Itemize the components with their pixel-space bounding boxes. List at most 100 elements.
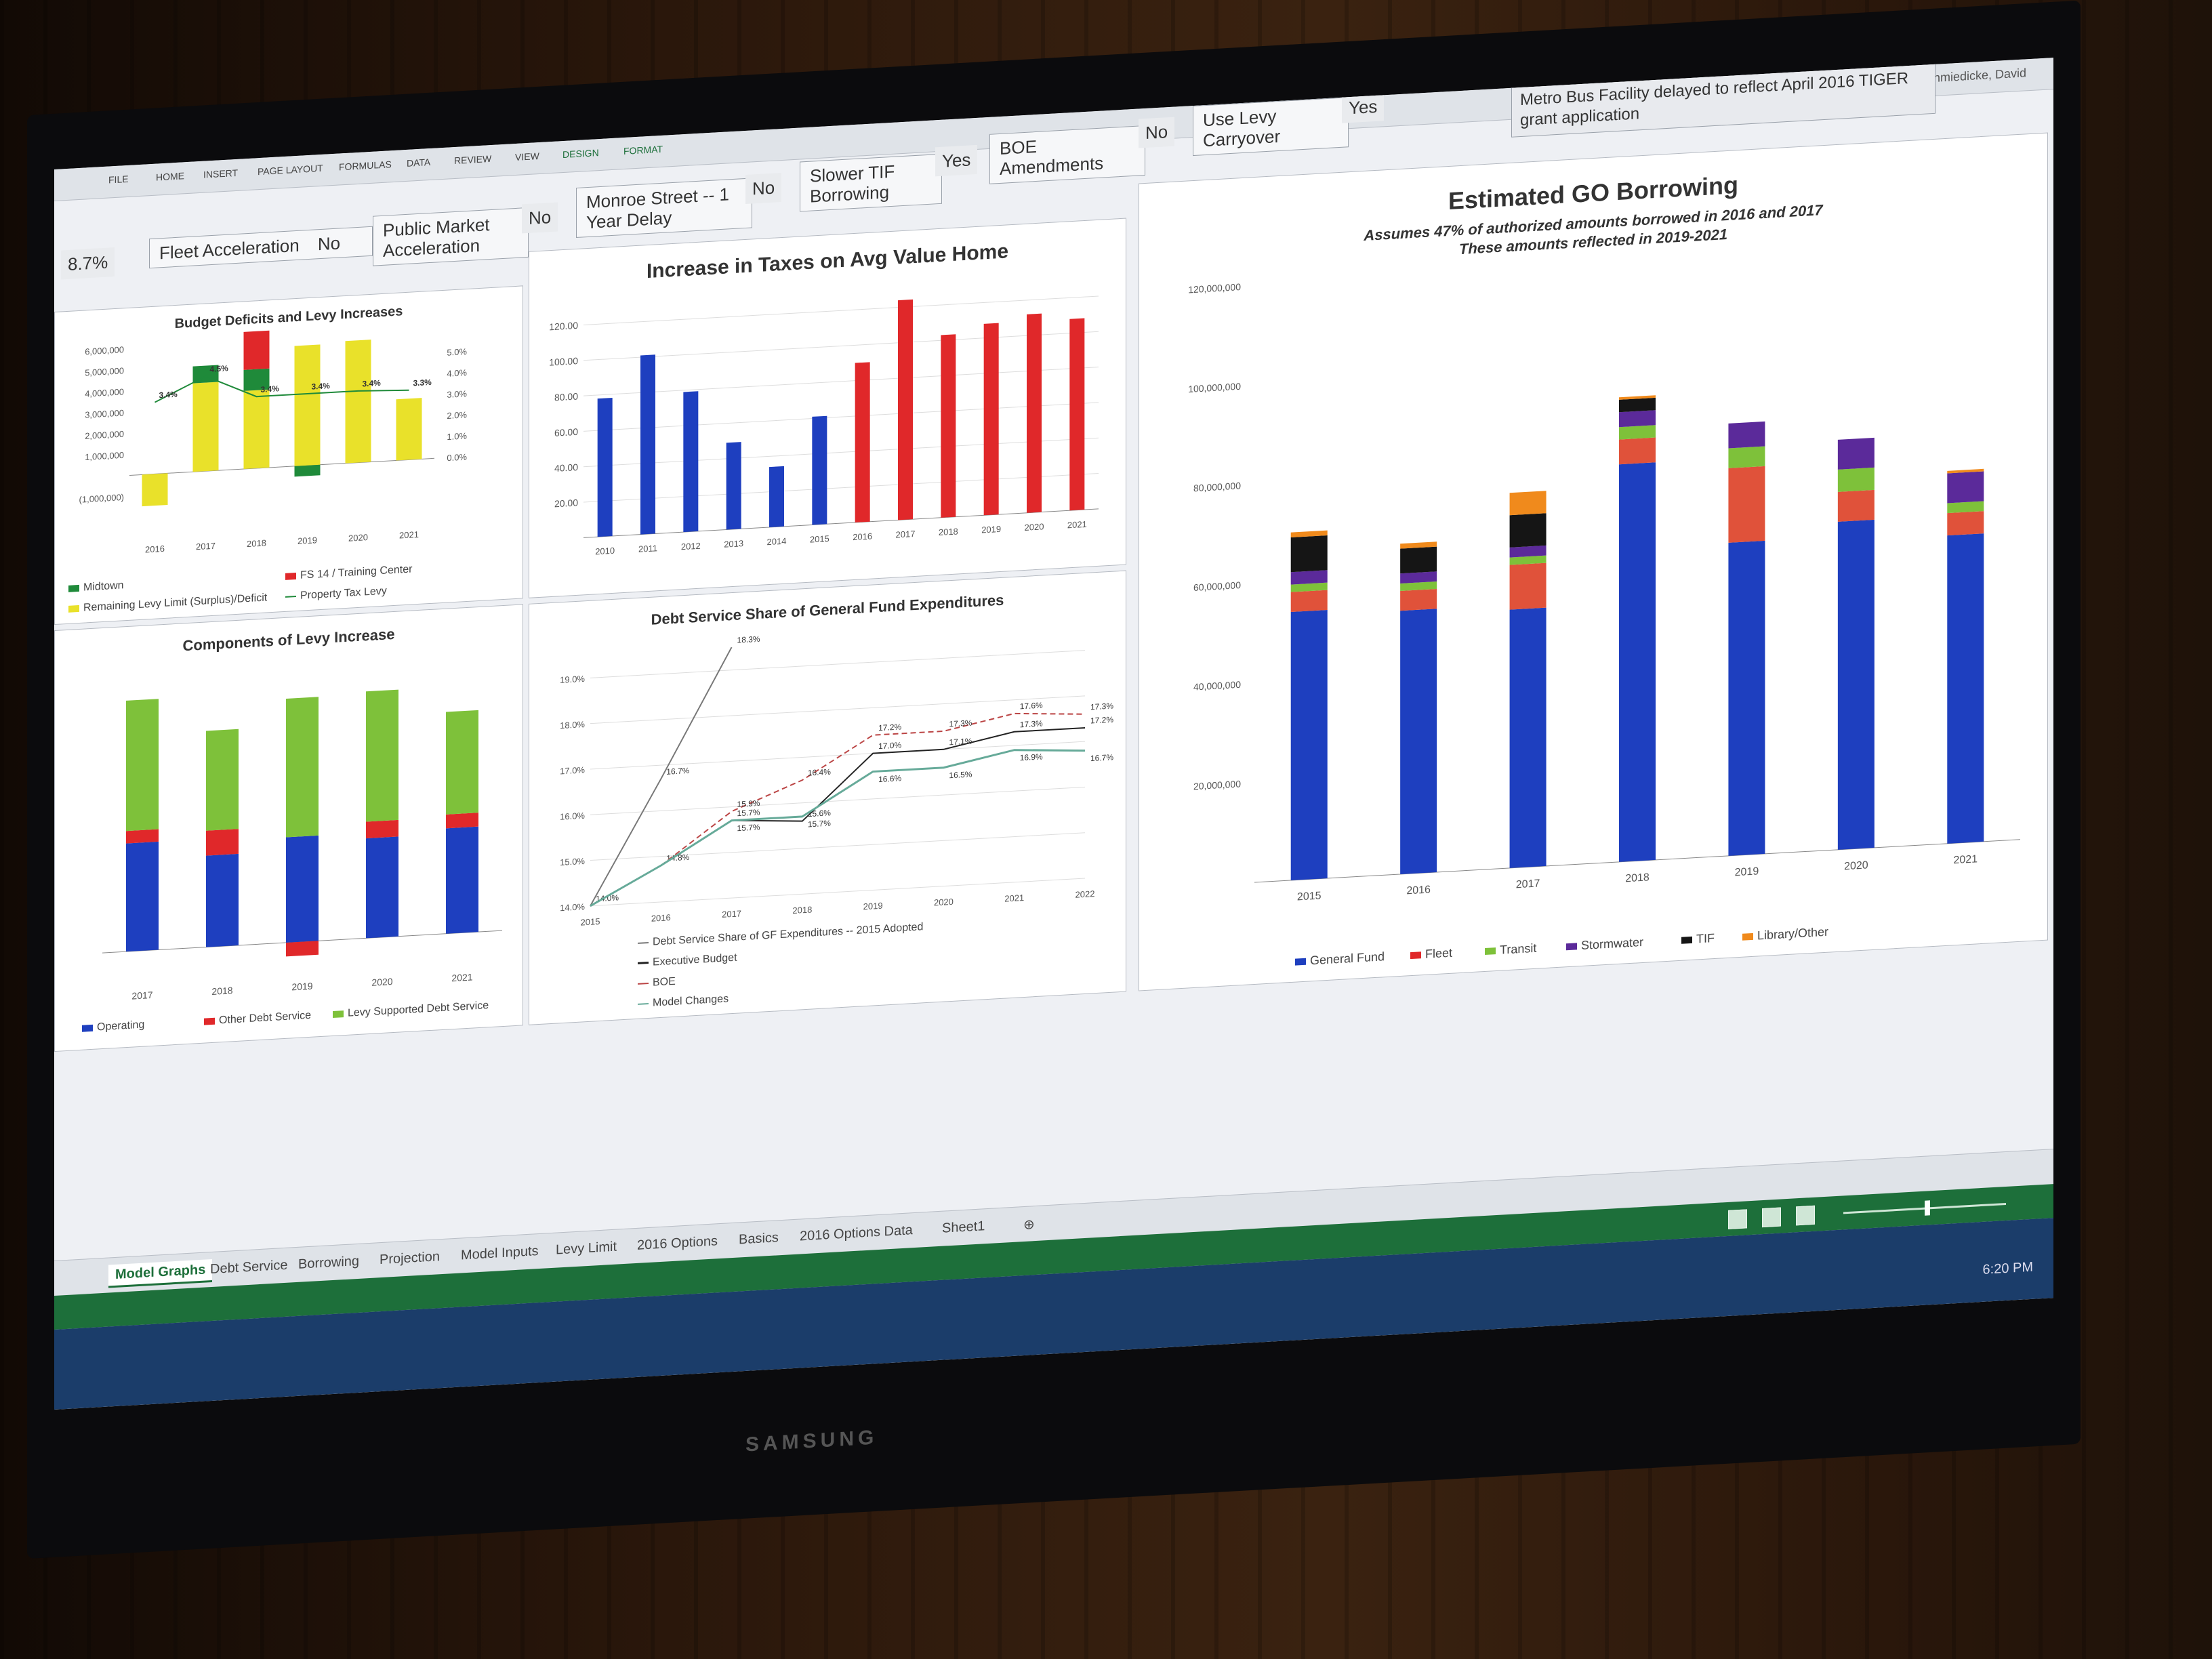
option-pct-value: 8.7%: [61, 247, 115, 280]
budget-ytick: (1,000,000): [79, 492, 124, 505]
components-bar: [446, 710, 478, 815]
go-bar: [1619, 397, 1656, 413]
sheet-tab-basics[interactable]: Basics: [739, 1230, 779, 1248]
option-monroe-value: No: [745, 172, 782, 204]
normal-view-icon[interactable]: [1728, 1209, 1747, 1229]
sheet-tab-projection[interactable]: Projection: [380, 1249, 440, 1268]
ribbon-tab-data[interactable]: DATA: [407, 156, 431, 169]
go-xtick: 2015: [1297, 890, 1322, 903]
go-bar: [1619, 410, 1656, 428]
sheet-tab-levy-limit[interactable]: Levy Limit: [556, 1239, 617, 1258]
go-bar: [1509, 491, 1547, 516]
debt-data-label: 15.9%: [737, 798, 760, 809]
panel-debt-service-share: Debt Service Share of General Fund Expen…: [529, 570, 1126, 1025]
ribbon-tab-file[interactable]: FILE: [108, 173, 129, 186]
components-legend-levy-debt: Levy Supported Debt Service: [333, 1000, 489, 1021]
option-public-market[interactable]: Public Market Acceleration: [373, 207, 529, 266]
go-bar: [1947, 471, 1984, 504]
page-layout-view-icon[interactable]: [1762, 1207, 1781, 1228]
debt-data-label: 14.0%: [596, 893, 619, 903]
components-chart: 2017 2018 2019 2020 2021: [102, 689, 502, 1002]
sheet-tab-model-graphs[interactable]: Model Graphs: [108, 1258, 213, 1288]
budget-legend-remaining: Remaining Levy Limit (Surplus)/Deficit: [68, 592, 267, 615]
go-legend-fleet: Fleet: [1410, 946, 1452, 962]
taxes-bar: [855, 362, 870, 523]
excel-window: FILE HOME INSERT PAGE LAYOUT FORMULAS DA…: [54, 58, 2053, 1410]
budget-bar: [345, 340, 371, 464]
sheet-tab-sheet1[interactable]: Sheet1: [942, 1218, 985, 1236]
ribbon-tab-page-layout[interactable]: PAGE LAYOUT: [258, 162, 323, 178]
go-bar: [1290, 530, 1328, 537]
panel-taxes-avg-home: Increase in Taxes on Avg Value Home 20.0…: [529, 218, 1126, 598]
budget-zero-axis: [129, 457, 434, 476]
ribbon-tab-format[interactable]: FORMAT: [623, 143, 663, 157]
debt-xtick: 2022: [1076, 888, 1095, 900]
budget-y2tick: 0.0%: [447, 452, 467, 464]
option-tif[interactable]: Slower TIF Borrowing: [800, 153, 942, 212]
budget-xtick: 2021: [399, 529, 419, 541]
components-bar: [126, 841, 159, 952]
ribbon-tab-home[interactable]: HOME: [156, 170, 184, 183]
go-xtick: 2017: [1516, 878, 1540, 890]
debt-series-line: [590, 726, 1085, 907]
zoom-slider-thumb[interactable]: [1925, 1200, 1930, 1216]
budget-bar: [294, 464, 321, 477]
budget-bar: [294, 344, 321, 466]
ribbon-tab-view[interactable]: VIEW: [515, 150, 539, 163]
debt-data-label: 17.3%: [949, 718, 972, 729]
taxes-xtick: 2016: [853, 531, 872, 543]
add-sheet-icon[interactable]: ⊕: [1023, 1217, 1035, 1233]
debt-ytick: 15.0%: [560, 856, 585, 867]
debt-data-label: 16.5%: [949, 769, 972, 780]
taxes-ytick: 120.00: [549, 320, 578, 332]
components-xtick: 2021: [451, 971, 472, 983]
debt-data-label: 16.7%: [1090, 752, 1113, 763]
budget-xtick: 2020: [348, 532, 368, 544]
taxes-xtick: 2014: [767, 536, 787, 548]
debt-xtick: 2016: [651, 912, 671, 924]
go-bar: [1728, 446, 1765, 468]
debt-data-label: 17.0%: [878, 740, 901, 751]
debt-legend-2015-adopted: Debt Service Share of GF Expenditures --…: [638, 921, 923, 949]
debt-xtick: 2015: [581, 916, 600, 928]
taxes-xtick: 2020: [1025, 521, 1044, 533]
debt-gridline: [590, 741, 1085, 770]
ribbon-tab-review[interactable]: REVIEW: [454, 152, 492, 167]
taxes-bar: [726, 442, 741, 530]
go-bar: [1290, 535, 1328, 573]
sheet-tab-debt-service[interactable]: Debt Service: [210, 1257, 288, 1277]
debt-data-label: 18.3%: [737, 634, 760, 645]
components-bar: [366, 689, 398, 822]
budget-y2tick: 3.0%: [447, 388, 467, 400]
go-bar: [1400, 609, 1437, 874]
ribbon-tab-design[interactable]: DESIGN: [562, 147, 599, 161]
sheet-tab-borrowing[interactable]: Borrowing: [298, 1253, 360, 1272]
budget-xtick: 2018: [247, 538, 266, 550]
budget-y2tick: 4.0%: [447, 367, 467, 379]
debt-gridline: [590, 878, 1085, 907]
go-legend-general-fund: General Fund: [1295, 949, 1385, 968]
page-break-view-icon[interactable]: [1796, 1205, 1815, 1226]
debt-data-label: 17.1%: [949, 736, 972, 747]
option-levy-carryover[interactable]: Use Levy Carryover: [1193, 97, 1349, 157]
go-xtick: 2020: [1844, 859, 1868, 872]
debt-data-label: 15.6%: [808, 808, 831, 819]
option-fleet[interactable]: Fleet Acceleration No: [149, 226, 373, 269]
sheet-tab-2016-options-data[interactable]: 2016 Options Data: [800, 1223, 913, 1244]
ribbon-tab-formulas[interactable]: FORMULAS: [339, 159, 392, 173]
ribbon-tab-insert[interactable]: INSERT: [203, 167, 239, 180]
debt-series-line: [590, 712, 1086, 907]
budget-ytick: 5,000,000: [85, 365, 124, 377]
components-xtick: 2017: [131, 989, 152, 1002]
budget-bar: [192, 382, 219, 472]
sheet-tab-2016-options[interactable]: 2016 Options: [637, 1233, 718, 1253]
go-bar: [1728, 421, 1765, 449]
debt-gridline: [590, 832, 1085, 861]
option-monroe[interactable]: Monroe Street -- 1 Year Delay: [576, 178, 752, 238]
go-bar: [1837, 467, 1875, 492]
taxes-bar: [1069, 318, 1085, 511]
go-bar: [1290, 582, 1328, 592]
option-boe[interactable]: BOE Amendments: [989, 125, 1145, 184]
sheet-tab-model-inputs[interactable]: Model Inputs: [461, 1244, 539, 1263]
debt-data-label: 15.7%: [737, 822, 760, 833]
